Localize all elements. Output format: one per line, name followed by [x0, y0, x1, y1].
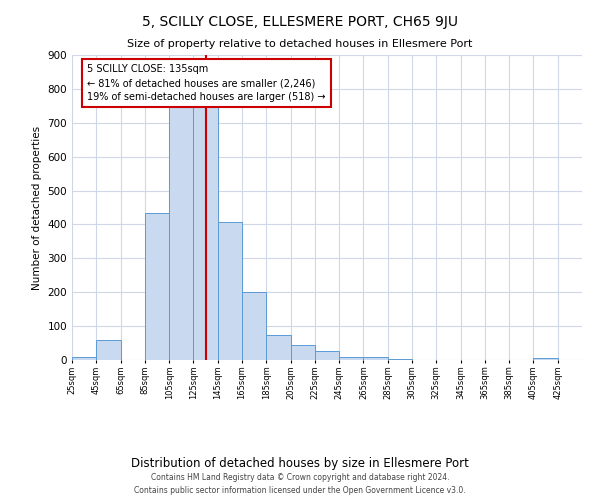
Bar: [193, 106, 218, 360]
Bar: [315, 350, 339, 360]
Y-axis label: Number of detached properties: Number of detached properties: [32, 126, 42, 290]
Text: Contains HM Land Registry data © Crown copyright and database right 2024.
Contai: Contains HM Land Registry data © Crown c…: [134, 474, 466, 495]
Bar: [388, 359, 412, 360]
Bar: [290, 346, 315, 360]
Bar: [169, 106, 193, 360]
Text: 5, SCILLY CLOSE, ELLESMERE PORT, CH65 9JU: 5, SCILLY CLOSE, ELLESMERE PORT, CH65 9J…: [142, 15, 458, 29]
Bar: [242, 292, 266, 360]
Bar: [145, 212, 169, 360]
Bar: [339, 358, 364, 360]
Text: Size of property relative to detached houses in Ellesmere Port: Size of property relative to detached ho…: [127, 39, 473, 49]
Text: Distribution of detached houses by size in Ellesmere Port: Distribution of detached houses by size …: [131, 458, 469, 470]
Bar: [218, 222, 242, 360]
Bar: [266, 334, 290, 360]
Bar: [96, 340, 121, 360]
Bar: [364, 358, 388, 360]
Bar: [72, 356, 96, 360]
Bar: [533, 358, 558, 360]
Text: 5 SCILLY CLOSE: 135sqm
← 81% of detached houses are smaller (2,246)
19% of semi-: 5 SCILLY CLOSE: 135sqm ← 81% of detached…: [88, 64, 326, 102]
